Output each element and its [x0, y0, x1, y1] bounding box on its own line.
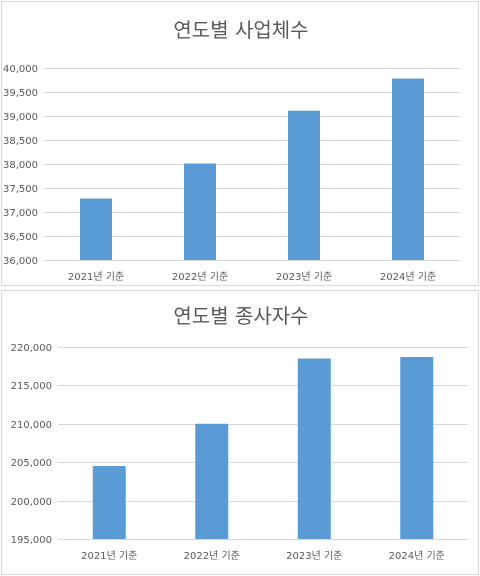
y-tick-label: 195,000: [11, 535, 52, 546]
y-tick-label: 37,500: [3, 184, 38, 195]
bar: [184, 163, 216, 260]
bar: [392, 78, 424, 260]
bar: [195, 423, 229, 539]
employee-count-chart: 연도별 종사자수 195,000 200,000 205,000 210,000 215…: [1, 290, 479, 575]
y-tick-label: 36,500: [3, 232, 38, 243]
bar: [288, 110, 320, 260]
x-tick-label: 2023년 기준: [276, 271, 332, 283]
y-tick-label: 220,000: [11, 343, 52, 354]
bar: [400, 356, 434, 539]
business-count-chart-svg: 연도별 사업체수 36,000 36,500 37,000 37,500 38,000 3…: [3, 18, 460, 283]
y-tick-label: 215,000: [11, 381, 52, 392]
business-count-chart: 연도별 사업체수 36,000 36,500 37,000 37,500 38,000 3…: [1, 1, 479, 286]
x-tick-label: 2022년 기준: [184, 550, 240, 562]
x-tick-label: 2022년 기준: [172, 271, 228, 283]
y-tick-label: 39,000: [3, 112, 38, 123]
bar: [80, 198, 112, 260]
y-tick-label: 200,000: [11, 497, 52, 508]
y-tick-label: 38,500: [3, 136, 38, 147]
gridlines: [58, 347, 468, 540]
bar: [297, 358, 331, 539]
gridlines: [44, 68, 460, 261]
x-tick-label: 2021년 기준: [81, 550, 137, 562]
y-tick-label: 37,000: [3, 208, 38, 219]
bar: [92, 466, 126, 539]
y-tick-label: 36,000: [3, 256, 38, 267]
y-tick-label: 205,000: [11, 458, 52, 469]
x-tick-label: 2021년 기준: [68, 271, 124, 283]
y-tick-label: 40,000: [3, 64, 38, 75]
chart-title: 연도별 종사자수: [173, 304, 308, 328]
chart-title: 연도별 사업체수: [173, 18, 308, 42]
y-tick-label: 39,500: [3, 88, 38, 99]
x-tick-label: 2023년 기준: [286, 550, 342, 562]
x-tick-label: 2024년 기준: [389, 550, 445, 562]
y-tick-label: 38,000: [3, 160, 38, 171]
x-tick-label: 2024년 기준: [380, 271, 436, 283]
y-tick-label: 210,000: [11, 420, 52, 431]
employee-count-chart-svg: 연도별 종사자수 195,000 200,000 205,000 210,000 215…: [11, 304, 468, 562]
